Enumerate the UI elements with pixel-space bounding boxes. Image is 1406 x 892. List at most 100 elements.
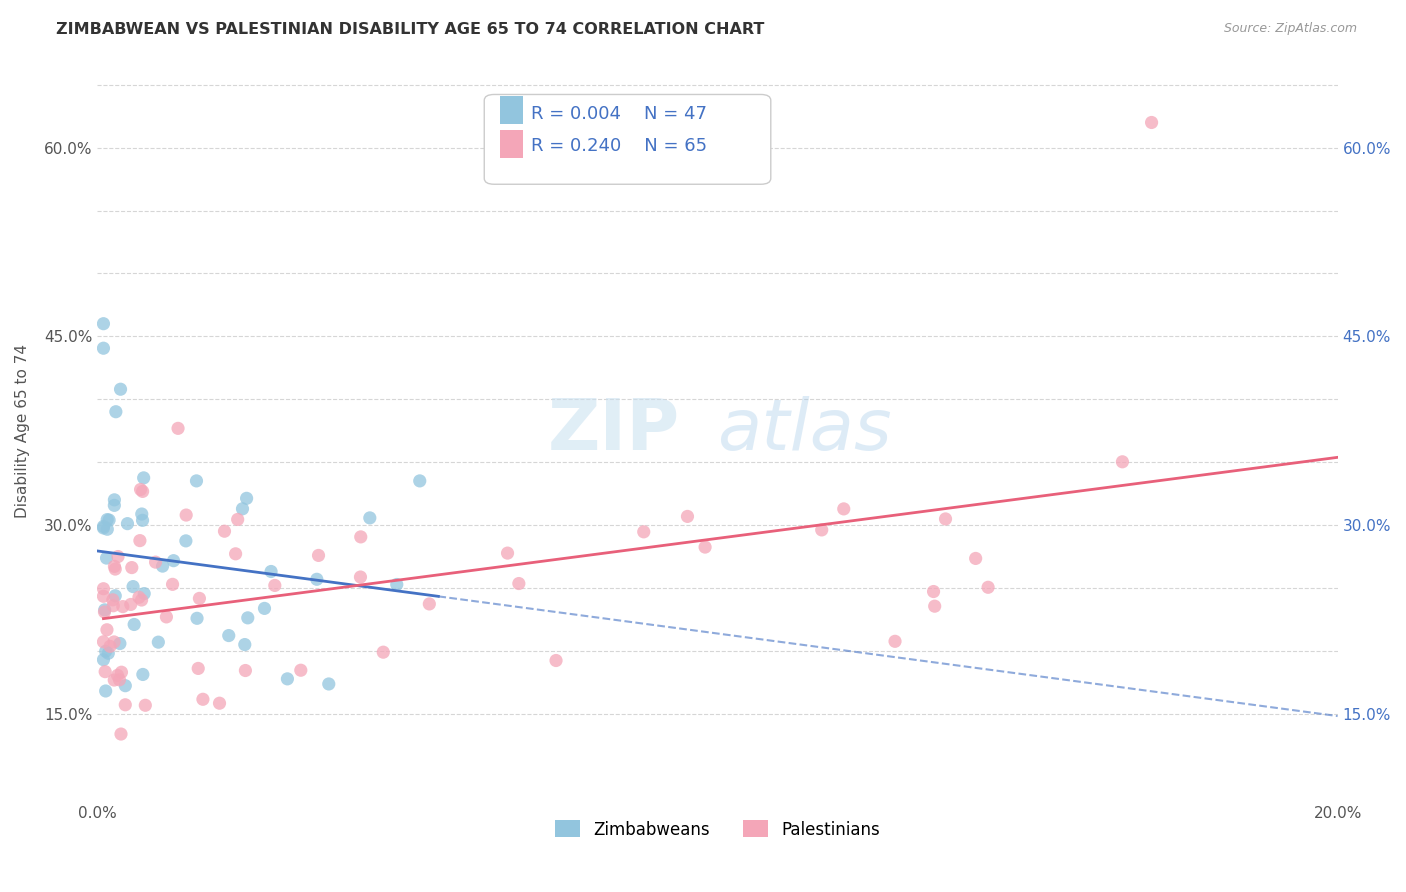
Point: [187, 661, 209, 675]
Point: [93, 582, 115, 596]
Point: [188, 591, 211, 606]
Point: [129, 533, 152, 548]
Point: [276, 672, 298, 686]
Point: [152, 559, 174, 574]
Point: [965, 551, 987, 566]
Point: [131, 484, 153, 499]
Point: [305, 572, 328, 586]
Point: [418, 597, 440, 611]
Point: [409, 474, 432, 488]
Point: [96, 551, 118, 566]
Point: [373, 645, 395, 659]
Point: [104, 562, 127, 576]
Point: [122, 580, 145, 594]
Point: [108, 673, 131, 687]
Point: [318, 677, 340, 691]
Point: [977, 580, 1000, 594]
Point: [226, 512, 249, 526]
Point: [101, 592, 124, 607]
Point: [922, 584, 945, 599]
FancyBboxPatch shape: [501, 96, 523, 124]
Text: ZIP: ZIP: [548, 396, 681, 465]
Point: [934, 512, 956, 526]
Point: [121, 560, 143, 574]
Point: [98, 640, 121, 654]
Point: [93, 519, 115, 533]
Point: [145, 555, 167, 569]
Text: R = 0.240    N = 65: R = 0.240 N = 65: [531, 137, 707, 155]
Point: [93, 605, 115, 619]
Point: [96, 513, 118, 527]
Point: [349, 570, 371, 584]
Point: [233, 638, 256, 652]
Point: [544, 653, 567, 667]
Point: [633, 524, 655, 539]
Point: [496, 546, 519, 560]
Point: [103, 499, 125, 513]
Point: [162, 554, 184, 568]
Point: [350, 530, 373, 544]
Point: [693, 540, 716, 554]
Point: [1111, 455, 1133, 469]
Point: [174, 533, 197, 548]
Point: [167, 421, 190, 435]
Point: [114, 679, 136, 693]
Point: [107, 549, 129, 564]
Point: [218, 629, 240, 643]
Point: [129, 483, 152, 497]
Point: [186, 611, 208, 625]
FancyBboxPatch shape: [484, 95, 770, 185]
Point: [225, 547, 247, 561]
Point: [103, 492, 125, 507]
Point: [832, 502, 855, 516]
Point: [103, 673, 125, 687]
Point: [122, 617, 145, 632]
Point: [107, 668, 129, 682]
Point: [231, 501, 253, 516]
Point: [162, 577, 184, 591]
Point: [108, 636, 131, 650]
Point: [508, 576, 530, 591]
Point: [253, 601, 276, 615]
Point: [96, 522, 118, 536]
Point: [155, 610, 177, 624]
Point: [94, 684, 117, 698]
Point: [235, 491, 257, 506]
Point: [131, 593, 153, 607]
Point: [103, 635, 125, 649]
Point: [120, 598, 142, 612]
Point: [110, 665, 132, 680]
Point: [810, 523, 832, 537]
Point: [93, 341, 115, 355]
Point: [263, 578, 285, 592]
Point: [94, 644, 117, 658]
Point: [111, 599, 134, 614]
Point: [186, 474, 208, 488]
Point: [290, 663, 312, 677]
Point: [235, 664, 257, 678]
Point: [191, 692, 214, 706]
Point: [104, 589, 127, 603]
Text: ZIMBABWEAN VS PALESTINIAN DISABILITY AGE 65 TO 74 CORRELATION CHART: ZIMBABWEAN VS PALESTINIAN DISABILITY AGE…: [56, 22, 765, 37]
Point: [134, 698, 156, 713]
Legend: Zimbabweans, Palestinians: Zimbabweans, Palestinians: [548, 814, 887, 846]
Point: [94, 665, 117, 679]
Point: [208, 696, 231, 710]
Point: [260, 565, 283, 579]
Point: [114, 698, 136, 712]
Point: [110, 727, 132, 741]
Point: [98, 513, 121, 527]
Point: [103, 559, 125, 574]
Point: [93, 653, 115, 667]
Point: [214, 524, 236, 539]
Point: [359, 511, 381, 525]
Point: [676, 509, 699, 524]
Point: [93, 603, 115, 617]
Point: [97, 646, 120, 660]
Point: [308, 549, 330, 563]
Text: atlas: atlas: [717, 396, 891, 465]
Y-axis label: Disability Age 65 to 74: Disability Age 65 to 74: [15, 343, 30, 517]
Point: [128, 591, 150, 605]
Point: [103, 599, 125, 613]
Point: [134, 586, 156, 600]
